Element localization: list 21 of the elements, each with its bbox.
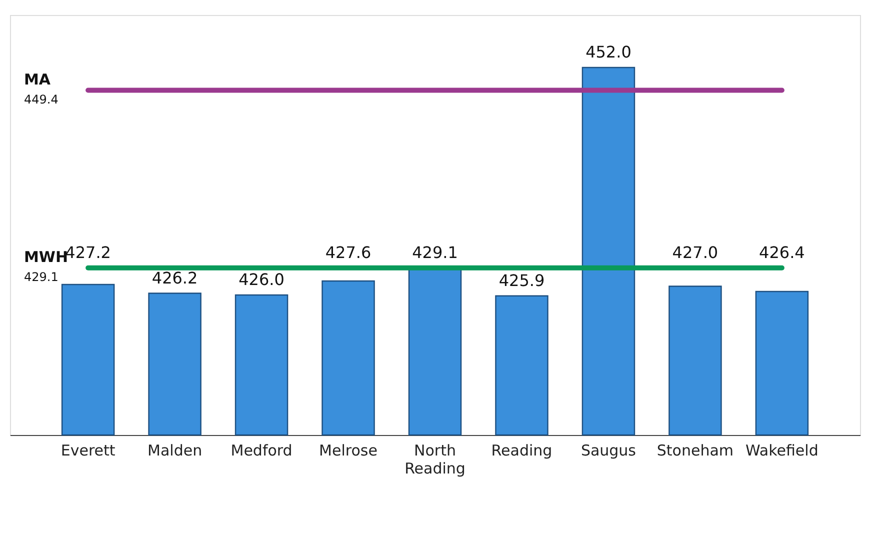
x-tick-label: North Reading [404,442,466,478]
x-tick-label: Malden [148,442,202,460]
x-tick-label: Everett [60,442,116,460]
x-tick-label: Melrose [319,442,378,460]
data-label: 427.6 [325,242,372,262]
annotation: 449.4 [24,92,58,106]
x-tick-label: Saugus [580,442,636,460]
ref-line-label: MWH [24,248,68,266]
data-label: 427.0 [672,242,718,262]
x-tick-label: Medford [230,442,292,460]
annotation: 429.1 [24,270,58,284]
data-label: 426.4 [759,242,805,262]
data-label: 429.1 [412,242,458,262]
data-label: 425.9 [498,270,545,290]
x-tick-label: Wakefield [746,442,818,460]
ref-line-label: MA [24,70,51,88]
data-label: 426.2 [152,268,198,288]
x-tick-label: Reading [491,442,552,460]
x-tick-label: Stoneham [656,442,734,460]
data-label: 452.0 [586,42,632,62]
data-label: 426.0 [238,270,284,289]
